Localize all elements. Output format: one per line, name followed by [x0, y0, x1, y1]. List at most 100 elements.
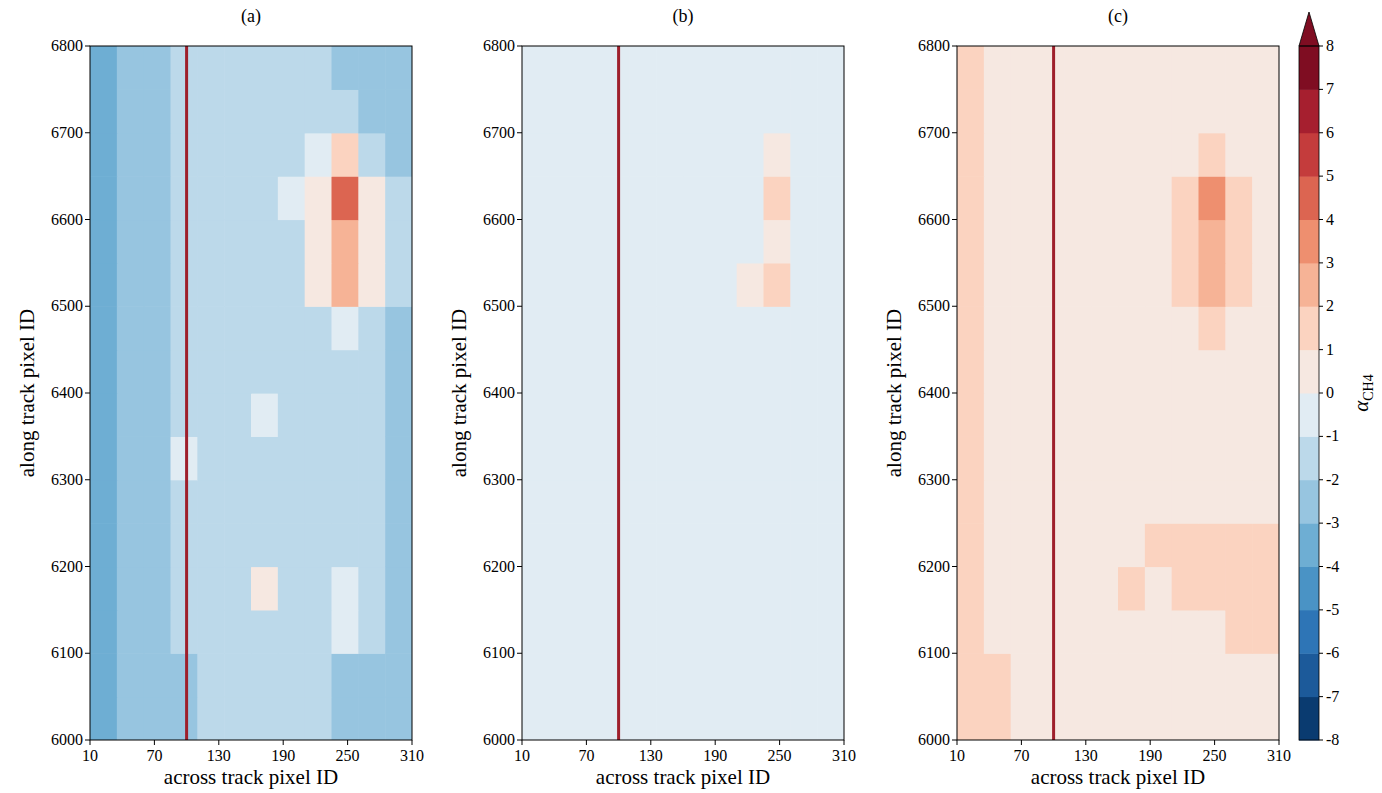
cell: [629, 523, 656, 567]
cell: [522, 653, 549, 697]
y-tick-label: 6100: [483, 644, 515, 661]
colorbar-segment: [1299, 133, 1319, 177]
colorbar-tick-label: 0: [1326, 384, 1334, 401]
cell: [1011, 523, 1038, 567]
cell: [817, 393, 844, 437]
cell: [278, 350, 305, 394]
cell: [957, 567, 984, 611]
cell: [305, 610, 332, 654]
cell: [90, 133, 117, 177]
cell: [1038, 176, 1065, 220]
y-tick: [85, 479, 90, 480]
cell: [1145, 480, 1172, 524]
cell: [790, 523, 817, 567]
cell: [1011, 350, 1038, 394]
cell: [1252, 176, 1279, 220]
cells: [90, 46, 412, 740]
cell: [171, 436, 198, 480]
cell: [656, 393, 683, 437]
colorbar-tick-label: -6: [1326, 644, 1339, 661]
cell: [710, 480, 737, 524]
cell: [522, 306, 549, 350]
y-tick-label: 6500: [918, 297, 950, 314]
cell: [358, 306, 385, 350]
cell: [603, 436, 630, 480]
cell: [358, 46, 385, 90]
cell: [197, 306, 224, 350]
cell: [1118, 523, 1145, 567]
panel: 1070130190250310600061006200630064006500…: [882, 6, 1291, 789]
cell: [817, 697, 844, 740]
cell: [656, 480, 683, 524]
y-tick-label: 6100: [918, 644, 950, 661]
cell: [171, 697, 198, 740]
x-tick: [715, 740, 716, 745]
cell: [1064, 306, 1091, 350]
y-tick-label: 6800: [483, 37, 515, 54]
cell: [1011, 133, 1038, 177]
colorbar-tick: [1319, 696, 1323, 697]
cell: [1199, 523, 1226, 567]
cell: [117, 697, 144, 740]
cell: [1091, 567, 1118, 611]
cell: [1225, 436, 1252, 480]
colorbar-tick: [1319, 393, 1323, 394]
cell: [710, 523, 737, 567]
cell: [1011, 176, 1038, 220]
colorbar-segment: [1299, 220, 1319, 264]
x-tick: [1150, 740, 1151, 745]
cell: [144, 436, 171, 480]
cell: [117, 306, 144, 350]
cell: [817, 306, 844, 350]
cell: [358, 480, 385, 524]
cell: [90, 610, 117, 654]
panel: 1070130190250310600061006200630064006500…: [447, 6, 856, 789]
cell: [790, 263, 817, 307]
colorbar-segment: [1299, 263, 1319, 307]
cell: [144, 567, 171, 611]
cell: [1252, 350, 1279, 394]
x-tick: [412, 740, 413, 745]
cell: [1252, 306, 1279, 350]
cell: [358, 393, 385, 437]
cell: [1064, 89, 1091, 133]
colorbar-tick: [1319, 349, 1323, 350]
cell: [603, 653, 630, 697]
cell: [1038, 480, 1065, 524]
cells: [957, 46, 1279, 740]
cell: [385, 653, 412, 697]
cell: [1145, 306, 1172, 350]
x-tick: [1021, 740, 1022, 745]
cell: [656, 610, 683, 654]
cell: [144, 523, 171, 567]
cell: [332, 46, 359, 90]
cell: [385, 697, 412, 740]
x-tick-label: 190: [703, 747, 727, 764]
colorbar-tick: [1319, 609, 1323, 610]
cell: [576, 393, 603, 437]
cell: [576, 610, 603, 654]
cell: [171, 263, 198, 307]
cell: [171, 220, 198, 264]
cell: [522, 263, 549, 307]
cell: [332, 89, 359, 133]
cell: [576, 436, 603, 480]
cell: [629, 436, 656, 480]
cell: [790, 436, 817, 480]
cell: [1172, 393, 1199, 437]
cell: [1172, 46, 1199, 90]
x-tick-label: 130: [1074, 747, 1098, 764]
cell: [358, 653, 385, 697]
cell: [984, 306, 1011, 350]
x-tick: [586, 740, 587, 745]
y-tick: [85, 132, 90, 133]
cell: [171, 176, 198, 220]
cell: [224, 393, 251, 437]
cell: [522, 89, 549, 133]
cell: [737, 89, 764, 133]
cell: [549, 610, 576, 654]
cell: [332, 306, 359, 350]
cell: [957, 306, 984, 350]
cell: [817, 610, 844, 654]
cell: [278, 306, 305, 350]
